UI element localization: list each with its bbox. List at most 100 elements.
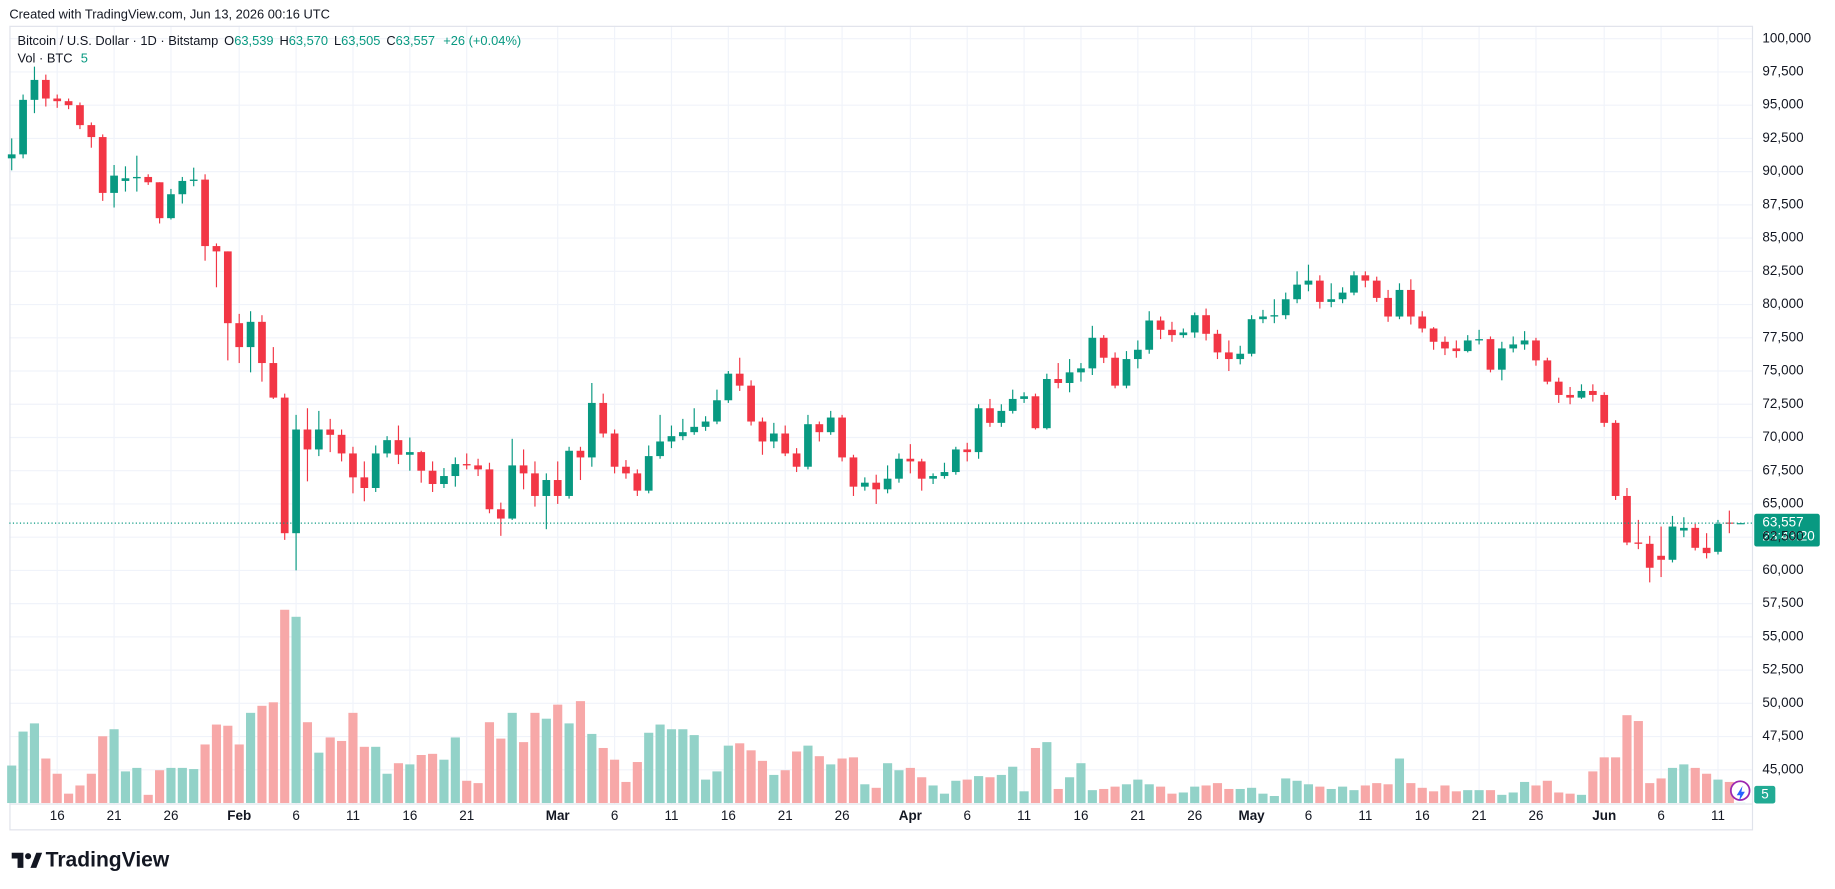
candle-body bbox=[963, 449, 972, 453]
candle-body bbox=[678, 432, 687, 437]
volume-bar bbox=[166, 767, 176, 804]
candle-body bbox=[519, 465, 528, 474]
candle-body bbox=[701, 421, 710, 427]
volume-bar bbox=[348, 712, 358, 804]
volume-last-label: 5 bbox=[1761, 786, 1768, 801]
candle-body bbox=[610, 433, 619, 467]
candle-body bbox=[1384, 297, 1392, 317]
x-tick-label: 11 bbox=[664, 808, 678, 823]
candle-body bbox=[1372, 280, 1381, 298]
candle-body bbox=[656, 441, 664, 457]
x-tick-label: 16 bbox=[402, 808, 417, 823]
candle-body bbox=[724, 373, 733, 401]
volume-bar bbox=[1656, 778, 1666, 804]
volume-bar bbox=[564, 723, 574, 804]
volume-bar bbox=[337, 740, 347, 804]
volume-bar bbox=[1076, 763, 1086, 804]
candle-body bbox=[838, 417, 846, 458]
candle-body bbox=[951, 449, 960, 473]
candle-body bbox=[1031, 396, 1040, 429]
x-tick-label: 16 bbox=[721, 808, 736, 823]
y-tick-label: 95,000 bbox=[1762, 97, 1803, 112]
volume-bar bbox=[689, 735, 699, 804]
candle-body bbox=[895, 458, 903, 479]
y-tick-label: 50,000 bbox=[1762, 695, 1803, 710]
candle-body bbox=[781, 433, 790, 454]
candle-body bbox=[1122, 359, 1131, 386]
volume-bar bbox=[803, 745, 813, 804]
volume-bar bbox=[41, 758, 51, 804]
candle-body bbox=[1054, 378, 1063, 383]
volume-bar bbox=[1303, 784, 1314, 804]
candle-body bbox=[496, 509, 505, 519]
candle-body bbox=[872, 482, 881, 490]
candle-body bbox=[713, 400, 721, 422]
volume-bar bbox=[1292, 780, 1302, 804]
volume-bar bbox=[462, 780, 472, 804]
candle-body bbox=[1497, 348, 1506, 370]
volume-bar bbox=[1326, 788, 1336, 804]
volume-bar bbox=[1554, 792, 1564, 804]
volume-bar bbox=[814, 756, 824, 804]
volume-bar bbox=[1474, 790, 1484, 804]
candle-body bbox=[394, 440, 403, 455]
volume-bar bbox=[1315, 786, 1325, 804]
volume-bar bbox=[985, 777, 995, 804]
candle-layer bbox=[7, 66, 1745, 583]
candle-body bbox=[849, 457, 858, 487]
candle-body bbox=[1281, 299, 1290, 316]
volume-bar bbox=[746, 750, 756, 804]
y-tick-label: 67,500 bbox=[1762, 462, 1803, 477]
candle-body bbox=[508, 465, 517, 519]
candle-body bbox=[1395, 289, 1404, 317]
volume-legend[interactable]: Vol · BTC 5 bbox=[18, 51, 88, 66]
volume-bar bbox=[974, 776, 984, 804]
volume-bar bbox=[439, 759, 449, 804]
candle-body bbox=[917, 461, 926, 479]
volume-bar bbox=[1565, 793, 1575, 804]
logo-dot bbox=[25, 853, 32, 860]
candle-body bbox=[883, 478, 892, 490]
volume-bar bbox=[52, 773, 62, 804]
volume-bar bbox=[280, 609, 290, 804]
candle-body bbox=[1566, 394, 1574, 398]
candle-body bbox=[1532, 340, 1540, 361]
volume-bar bbox=[1520, 781, 1530, 804]
volume-bar bbox=[1406, 783, 1416, 804]
candle-body bbox=[189, 179, 198, 181]
candle-body bbox=[462, 464, 471, 466]
candle-body bbox=[223, 251, 232, 324]
volume-bar bbox=[723, 745, 733, 804]
candle-body bbox=[1020, 396, 1028, 399]
volume-bar bbox=[132, 767, 142, 804]
volume-bar bbox=[701, 779, 711, 804]
volume-bar bbox=[553, 704, 563, 804]
candle-body bbox=[292, 429, 300, 534]
volume-bar bbox=[98, 736, 108, 804]
volume-bar bbox=[1281, 778, 1291, 804]
candle-body bbox=[587, 402, 596, 458]
volume-bar bbox=[1588, 771, 1598, 804]
volume-bar bbox=[575, 701, 586, 804]
candle-body bbox=[1702, 547, 1711, 554]
candle-body bbox=[1691, 527, 1700, 548]
volume-bar bbox=[29, 723, 40, 804]
candle-body bbox=[792, 453, 801, 467]
volume-bar bbox=[530, 712, 540, 804]
candle-body bbox=[769, 433, 778, 442]
volume-bar bbox=[1121, 784, 1132, 804]
x-tick-label: Apr bbox=[899, 808, 923, 823]
candle-body bbox=[144, 176, 153, 183]
symbol-legend[interactable]: Bitcoin / U.S. Dollar · 1D · Bitstamp O6… bbox=[18, 34, 522, 49]
volume-bar bbox=[507, 712, 517, 804]
candle-body bbox=[1224, 352, 1233, 360]
volume-bar bbox=[1485, 790, 1496, 804]
volume-bar bbox=[996, 774, 1006, 804]
volume-bar bbox=[496, 738, 506, 804]
volume-bar bbox=[211, 724, 222, 804]
volume-bar bbox=[428, 753, 438, 804]
volume-bar bbox=[1224, 788, 1234, 804]
volume-bar bbox=[257, 705, 267, 804]
volume-bar bbox=[1667, 767, 1678, 804]
volume-bar bbox=[587, 733, 597, 804]
